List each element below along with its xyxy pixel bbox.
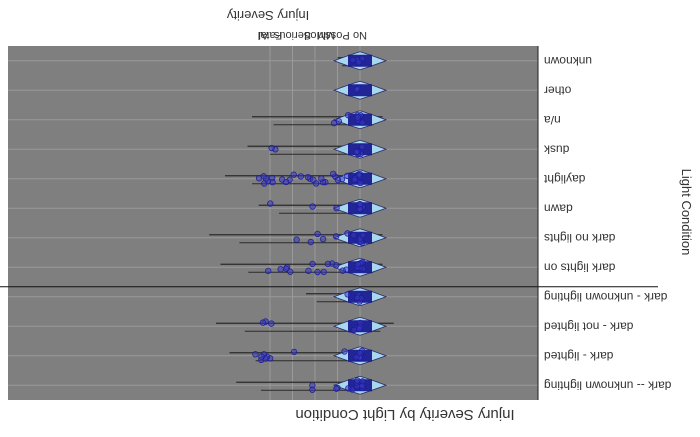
data-point — [344, 230, 351, 237]
grid-layer — [0, 46, 658, 400]
data-point — [344, 172, 351, 180]
point-layer — [252, 55, 367, 393]
x-tick-label: Min — [317, 29, 335, 41]
y-tick-label: dark lights on — [544, 260, 615, 274]
data-point — [314, 268, 321, 276]
data-point — [356, 349, 363, 357]
data-point — [330, 170, 337, 177]
y-tick-label: dusk — [543, 142, 569, 156]
y-tick-label: dark - lighted — [544, 349, 613, 363]
data-point — [353, 86, 360, 93]
data-point — [268, 320, 275, 327]
data-point — [356, 201, 364, 208]
x-tick-label: Serious — [273, 29, 311, 41]
data-point — [255, 175, 263, 182]
y-tick-label: n/a — [544, 113, 561, 127]
data-point — [314, 230, 321, 238]
y-tick-label: dawn — [544, 201, 573, 215]
data-point — [349, 56, 357, 64]
data-point — [333, 233, 340, 240]
data-point — [359, 232, 367, 239]
data-point — [344, 291, 351, 298]
x-tick-label: Poss — [325, 29, 350, 41]
y-axis-label: Light Condition — [679, 169, 694, 256]
data-point — [350, 326, 358, 334]
data-point — [354, 261, 361, 268]
data-point — [309, 386, 316, 393]
data-point — [359, 143, 366, 151]
data-point — [345, 111, 352, 119]
data-point — [330, 120, 338, 127]
data-point — [320, 268, 327, 276]
data-point — [333, 205, 340, 212]
data-point — [304, 174, 312, 181]
data-point — [309, 260, 316, 268]
data-point — [290, 171, 297, 178]
data-point — [357, 179, 364, 187]
y-tick-label: dark -- unknown lighting — [544, 378, 671, 392]
data-point — [258, 353, 265, 360]
y-tick-label: daylight — [543, 172, 585, 186]
data-point — [350, 232, 357, 239]
y-tick-label: dark - unknown lighting — [544, 290, 667, 304]
data-point — [252, 351, 259, 358]
data-point — [259, 319, 267, 326]
data-point — [351, 176, 358, 183]
data-point — [319, 236, 327, 243]
data-point — [297, 173, 305, 180]
y-tick-labels: dark -- unknown lighting dark - lighted da… — [543, 54, 671, 393]
x-tick-label: Mod — [304, 29, 325, 41]
data-point — [293, 236, 300, 243]
x-tick-label: AI — [258, 29, 268, 41]
y-tick-label: dark - not lighted — [544, 319, 633, 333]
data-point — [279, 176, 286, 183]
data-point — [354, 114, 361, 121]
data-point — [333, 385, 340, 392]
data-point — [267, 200, 274, 207]
data-point — [341, 348, 348, 355]
data-point — [261, 180, 268, 187]
y-tick-label: dark no lights — [544, 231, 615, 245]
data-point — [354, 294, 361, 301]
x-axis-label: Injury Severity — [226, 8, 309, 23]
data-point — [356, 325, 363, 333]
data-point — [355, 59, 362, 66]
data-point — [339, 267, 346, 274]
data-point — [305, 267, 312, 274]
x-tick-label: No — [353, 29, 367, 41]
data-point — [310, 176, 317, 184]
data-point — [290, 348, 298, 356]
data-point — [353, 354, 360, 361]
plot-panel — [8, 46, 538, 400]
data-point — [354, 377, 361, 384]
data-point — [353, 148, 360, 156]
data-point — [318, 175, 325, 182]
data-point — [359, 119, 366, 126]
y-tick-label: unknown — [544, 54, 592, 68]
data-point — [277, 266, 284, 273]
data-point — [334, 176, 342, 184]
data-point — [359, 382, 366, 389]
data-point — [345, 385, 352, 392]
x-tick-label: Fatal — [258, 29, 282, 41]
data-point — [265, 267, 272, 275]
data-point — [307, 238, 314, 246]
data-point — [268, 144, 275, 152]
data-point — [309, 203, 316, 210]
data-point — [287, 268, 294, 275]
data-point — [282, 265, 290, 272]
y-tick-label: other — [544, 83, 571, 97]
data-point — [324, 260, 332, 268]
chart-title: Injury Severity by Light Condition — [295, 406, 514, 423]
